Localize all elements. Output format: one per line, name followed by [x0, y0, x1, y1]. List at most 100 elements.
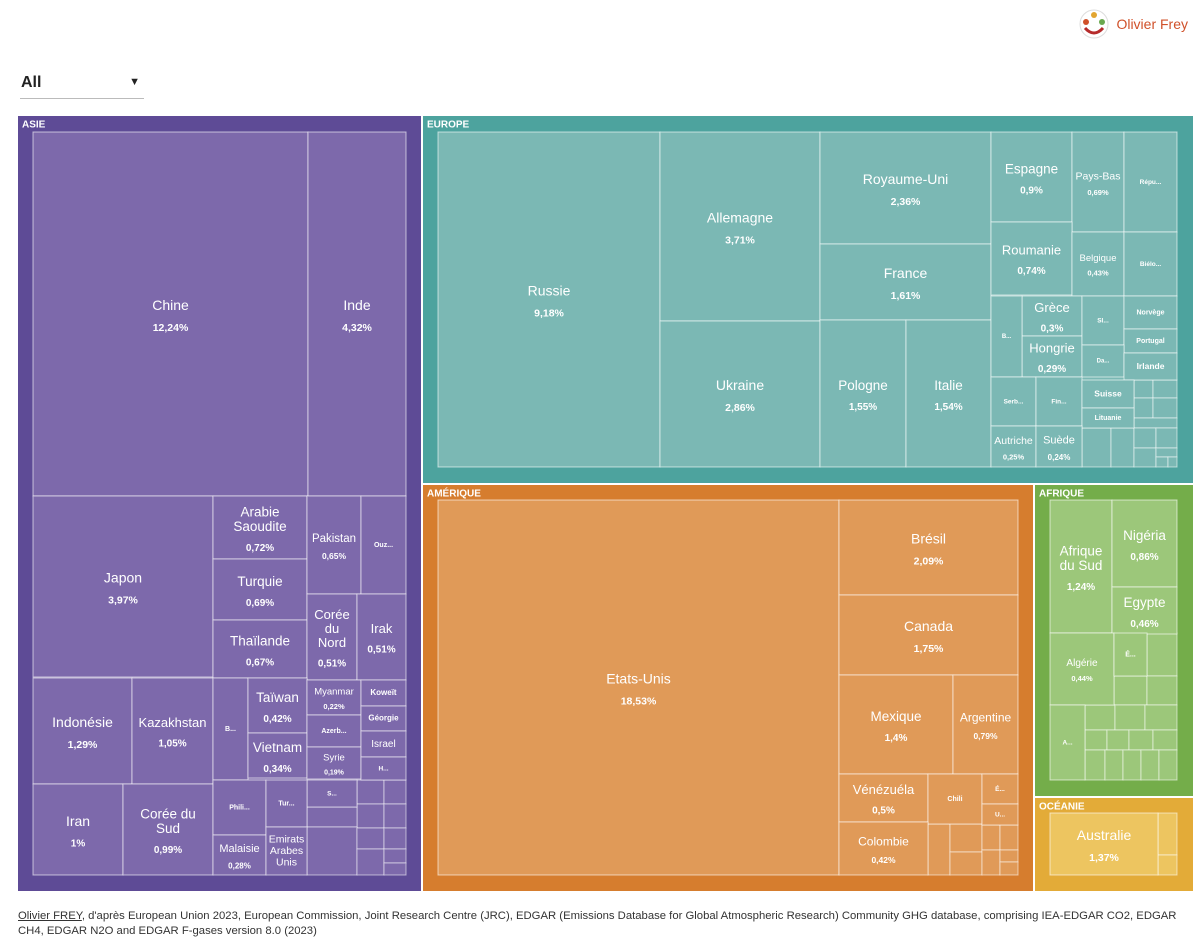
tile-rect[interactable] — [437, 131, 661, 468]
tile-Arabie Saoudite[interactable]: ArabieSaoudite 0,72% — [212, 495, 308, 560]
tile-rect[interactable] — [659, 131, 821, 322]
tile-Hongrie[interactable]: Hongrie 0,29% — [1021, 335, 1083, 378]
tile-rect[interactable] — [1035, 425, 1083, 468]
minor-tile[interactable] — [981, 849, 1001, 876]
tile-Argentine[interactable]: Argentine 0,79% — [952, 674, 1019, 775]
tile-Espagne[interactable]: Espagne 0,9% — [990, 131, 1073, 223]
tile-rect[interactable] — [32, 783, 124, 876]
tile-rect[interactable] — [360, 705, 407, 732]
tile-rect[interactable] — [838, 821, 929, 876]
tile-rect[interactable] — [990, 295, 1023, 378]
tile-Da...[interactable]: Da... — [1081, 344, 1125, 378]
tile-rect[interactable] — [306, 746, 362, 780]
tile-rect[interactable] — [32, 677, 133, 785]
minor-tile[interactable] — [1167, 456, 1178, 468]
tile-Roumanie[interactable]: Roumanie 0,74% — [990, 221, 1073, 296]
tile-Mexique[interactable]: Mexique 1,4% — [838, 674, 954, 775]
tile-Tur...[interactable]: Tur... — [265, 779, 308, 828]
minor-tile[interactable] — [1157, 812, 1178, 856]
tile-rect[interactable] — [212, 834, 267, 876]
tile-Royaume-Uni[interactable]: Royaume-Uni 2,36% — [819, 131, 992, 245]
tile-Malaisie[interactable]: Malaisie 0,28% — [212, 834, 267, 876]
minor-tile[interactable] — [1106, 729, 1130, 751]
tile-Allemagne[interactable]: Allemagne 3,71% — [659, 131, 821, 322]
tile-H...[interactable]: H... — [360, 756, 407, 781]
minor-tile[interactable] — [1104, 749, 1124, 781]
tile-Pays-Bas[interactable]: Pays-Bas 0,69% — [1071, 131, 1125, 233]
tile-Phili...[interactable]: Phili... — [212, 779, 267, 836]
minor-tile[interactable] — [383, 779, 407, 805]
tile-B...[interactable]: B... — [212, 677, 249, 781]
tile-É...[interactable]: É... — [1113, 632, 1148, 677]
tile-Vénézuéla[interactable]: Vénézuéla 0,5% — [838, 773, 929, 823]
tile-rect[interactable] — [212, 495, 308, 560]
tile-rect[interactable] — [306, 679, 362, 716]
minor-tile[interactable] — [1155, 427, 1178, 449]
minor-tile[interactable] — [1158, 749, 1178, 781]
tile-rect[interactable] — [981, 803, 1019, 826]
minor-tile[interactable] — [1081, 427, 1112, 468]
tile-Lituanie[interactable]: Lituanie — [1081, 407, 1135, 429]
tile-Ouz...[interactable]: Ouz... — [360, 495, 407, 595]
tile-rect[interactable] — [838, 674, 954, 775]
minor-tile[interactable] — [383, 862, 407, 876]
tile-rect[interactable] — [360, 730, 407, 758]
tile-rect[interactable] — [1021, 295, 1083, 337]
tile-Israel[interactable]: Israel — [360, 730, 407, 758]
tile-Nigéria[interactable]: Nigéria 0,86% — [1111, 499, 1178, 588]
tile-rect[interactable] — [1081, 407, 1135, 429]
tile-rect[interactable] — [990, 131, 1073, 223]
minor-tile[interactable] — [1133, 397, 1154, 419]
minor-tile[interactable] — [1113, 675, 1148, 706]
tile-Chili[interactable]: Chili — [927, 773, 983, 825]
tile-rect[interactable] — [212, 779, 267, 836]
tile-rect[interactable] — [1123, 231, 1178, 297]
minor-tile[interactable] — [999, 861, 1019, 876]
tile-rect[interactable] — [437, 499, 840, 876]
tile-rect[interactable] — [1049, 704, 1086, 781]
tile-rect[interactable] — [1123, 131, 1178, 233]
minor-tile[interactable] — [1157, 854, 1178, 876]
minor-tile[interactable] — [1084, 729, 1108, 751]
tile-Australie[interactable]: Australie 1,37% — [1049, 812, 1159, 876]
minor-tile[interactable] — [1133, 379, 1154, 399]
minor-tile[interactable] — [1128, 729, 1154, 751]
tile-Corée du Sud[interactable]: Corée duSud 0,99% — [122, 783, 214, 876]
minor-tile[interactable] — [949, 823, 983, 853]
minor-tile[interactable] — [1110, 427, 1135, 468]
tile-rect[interactable] — [360, 495, 407, 595]
minor-tile[interactable] — [1152, 729, 1178, 751]
tile-rect[interactable] — [1081, 344, 1125, 378]
minor-tile[interactable] — [1144, 704, 1178, 731]
tile-Pologne[interactable]: Pologne 1,55% — [819, 319, 907, 468]
source-author-link[interactable]: Olivier FREY — [18, 910, 82, 922]
tile-Canada[interactable]: Canada 1,75% — [838, 594, 1019, 676]
tile-rect[interactable] — [307, 131, 407, 497]
tile-B...[interactable]: B... — [990, 295, 1023, 378]
tile-France[interactable]: France 1,61% — [819, 243, 992, 321]
tile-Inde[interactable]: Inde 4,32% — [307, 131, 407, 497]
tile-Egypte[interactable]: Egypte 0,46% — [1111, 586, 1178, 635]
tile-rect[interactable] — [1035, 376, 1083, 427]
minor-tile[interactable] — [1140, 749, 1160, 781]
tile-rect[interactable] — [952, 674, 1019, 775]
tile-rect[interactable] — [1111, 586, 1178, 635]
tile-rect[interactable] — [306, 495, 362, 595]
minor-tile[interactable] — [949, 851, 983, 876]
tile-Irak[interactable]: Irak 0,51% — [356, 593, 407, 681]
tile-Ukraine[interactable]: Ukraine 2,86% — [659, 320, 821, 468]
tile-rect[interactable] — [905, 319, 992, 468]
minor-tile[interactable] — [1122, 749, 1142, 781]
tile-rect[interactable] — [247, 677, 308, 734]
tile-Autriche[interactable]: Autriche 0,25% — [990, 425, 1037, 468]
tile-Syrie[interactable]: Syrie 0,19% — [306, 746, 362, 780]
tile-Portugal[interactable]: Portugal — [1123, 328, 1178, 354]
tile-Chine[interactable]: Chine 12,24% — [32, 131, 309, 497]
tile-A...[interactable]: A... — [1049, 704, 1086, 781]
tile-Koweït[interactable]: Koweït — [360, 679, 407, 707]
tile-rect[interactable] — [1123, 352, 1178, 381]
tile-Grèce[interactable]: Grèce 0,3% — [1021, 295, 1083, 337]
tile-rect[interactable] — [122, 783, 214, 876]
tile-rect[interactable] — [360, 756, 407, 781]
minor-tile[interactable] — [1146, 675, 1178, 706]
